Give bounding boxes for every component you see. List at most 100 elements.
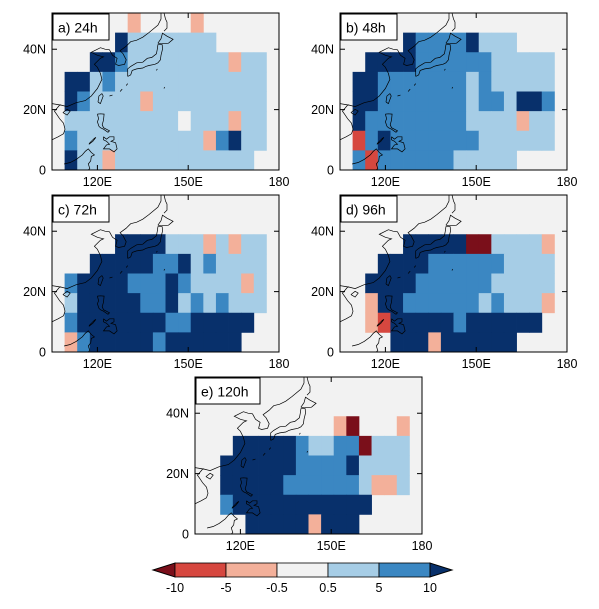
grid-cell — [127, 13, 141, 34]
grid-cell — [321, 494, 335, 515]
grid-cell — [165, 32, 179, 53]
grid-cell — [403, 71, 417, 92]
grid-cell — [516, 253, 530, 274]
grid-cell — [64, 293, 78, 314]
grid-cell — [77, 312, 91, 333]
coastline — [262, 452, 266, 456]
grid-cell — [440, 91, 454, 112]
grid-cell — [140, 32, 154, 53]
grid-cell — [396, 435, 410, 456]
grid-cell — [140, 273, 154, 294]
coastline — [390, 136, 406, 153]
grid-cell — [396, 455, 410, 476]
coastlines — [52, 195, 174, 352]
grid-cell — [478, 293, 492, 314]
grid-cell — [241, 234, 255, 255]
grid-cell — [64, 91, 78, 112]
map-frame — [51, 12, 280, 171]
grid-cell — [203, 273, 217, 294]
colorbar-swatch — [174, 562, 227, 578]
coastline — [97, 113, 111, 133]
grid-cell — [152, 111, 166, 132]
grid-cell — [152, 332, 166, 352]
grid-cell — [215, 273, 229, 294]
grid-cell — [440, 32, 454, 53]
grid-cell — [466, 234, 480, 255]
grid-cell — [89, 130, 103, 151]
grid-cell — [491, 150, 505, 170]
coastline — [64, 148, 96, 170]
x-tick-label: 180 — [557, 357, 578, 371]
grid-cell — [102, 91, 116, 112]
coastline — [352, 148, 384, 170]
grid-cell — [215, 111, 229, 132]
coastline — [451, 268, 453, 271]
coastline — [52, 13, 162, 107]
map-panel: 120E 150E 180 0 20N 40N d) 96h — [311, 194, 578, 371]
grid-cell — [127, 273, 141, 294]
grid-cell — [415, 130, 429, 151]
grid-cell — [283, 514, 297, 534]
grid-cell — [415, 52, 429, 73]
grid-cell — [102, 71, 116, 92]
grid-cell — [491, 234, 505, 255]
grid-cell — [152, 312, 166, 333]
grid-cell — [440, 71, 454, 92]
grid-cell — [190, 130, 204, 151]
coastline — [119, 88, 123, 92]
grid-cell — [64, 130, 78, 151]
grid-cell — [253, 91, 267, 112]
grid-cell — [403, 52, 417, 73]
grid-cell — [165, 52, 179, 73]
grid-cell — [529, 130, 543, 151]
grid-cell — [140, 150, 154, 170]
colorbar-swatch — [225, 562, 278, 578]
grid-cell — [440, 273, 454, 294]
grid-cell — [241, 312, 255, 333]
grid-cell — [228, 293, 242, 314]
coastline — [306, 450, 308, 453]
grid-cell — [377, 273, 391, 294]
grid-cell — [228, 273, 242, 294]
grid-cell — [377, 130, 391, 151]
grid-cell — [516, 234, 530, 255]
grid-cell — [365, 130, 379, 151]
grid-cell — [115, 312, 129, 333]
coastline — [407, 270, 411, 274]
grid-cell — [241, 293, 255, 314]
grid-cell — [541, 253, 555, 274]
grid-cell — [516, 312, 530, 333]
grid-cell — [365, 91, 379, 112]
y-tick-label: 20N — [166, 467, 189, 481]
grid-cell — [89, 312, 103, 333]
grid-cell — [453, 293, 467, 314]
grid-cell — [440, 150, 454, 170]
y-tick-label: 40N — [23, 225, 46, 239]
x-tick-label: 180 — [412, 539, 433, 553]
grid-cell — [440, 111, 454, 132]
grid-cell — [241, 111, 255, 132]
grid-cell — [478, 71, 492, 92]
coastline — [445, 214, 462, 227]
coastline — [252, 458, 256, 461]
coastline — [205, 472, 214, 480]
grid-cell — [241, 52, 255, 73]
grid-cell — [478, 332, 492, 352]
grid-cell — [77, 130, 91, 151]
grid-cell — [178, 312, 192, 333]
grid-cell — [165, 91, 179, 112]
grid-cell — [232, 455, 246, 476]
grid-cell — [453, 52, 467, 73]
colorbar-label: -0.5 — [266, 581, 288, 595]
grid-cell — [253, 293, 267, 314]
grid-cell — [127, 32, 141, 53]
coastline — [390, 318, 406, 335]
coastline — [415, 44, 451, 77]
grid-cell — [516, 273, 530, 294]
grid-cell — [478, 111, 492, 132]
grid-cell — [115, 111, 129, 132]
grid-cell — [503, 234, 517, 255]
grid-cell — [428, 293, 442, 314]
grid-cell — [346, 416, 360, 437]
